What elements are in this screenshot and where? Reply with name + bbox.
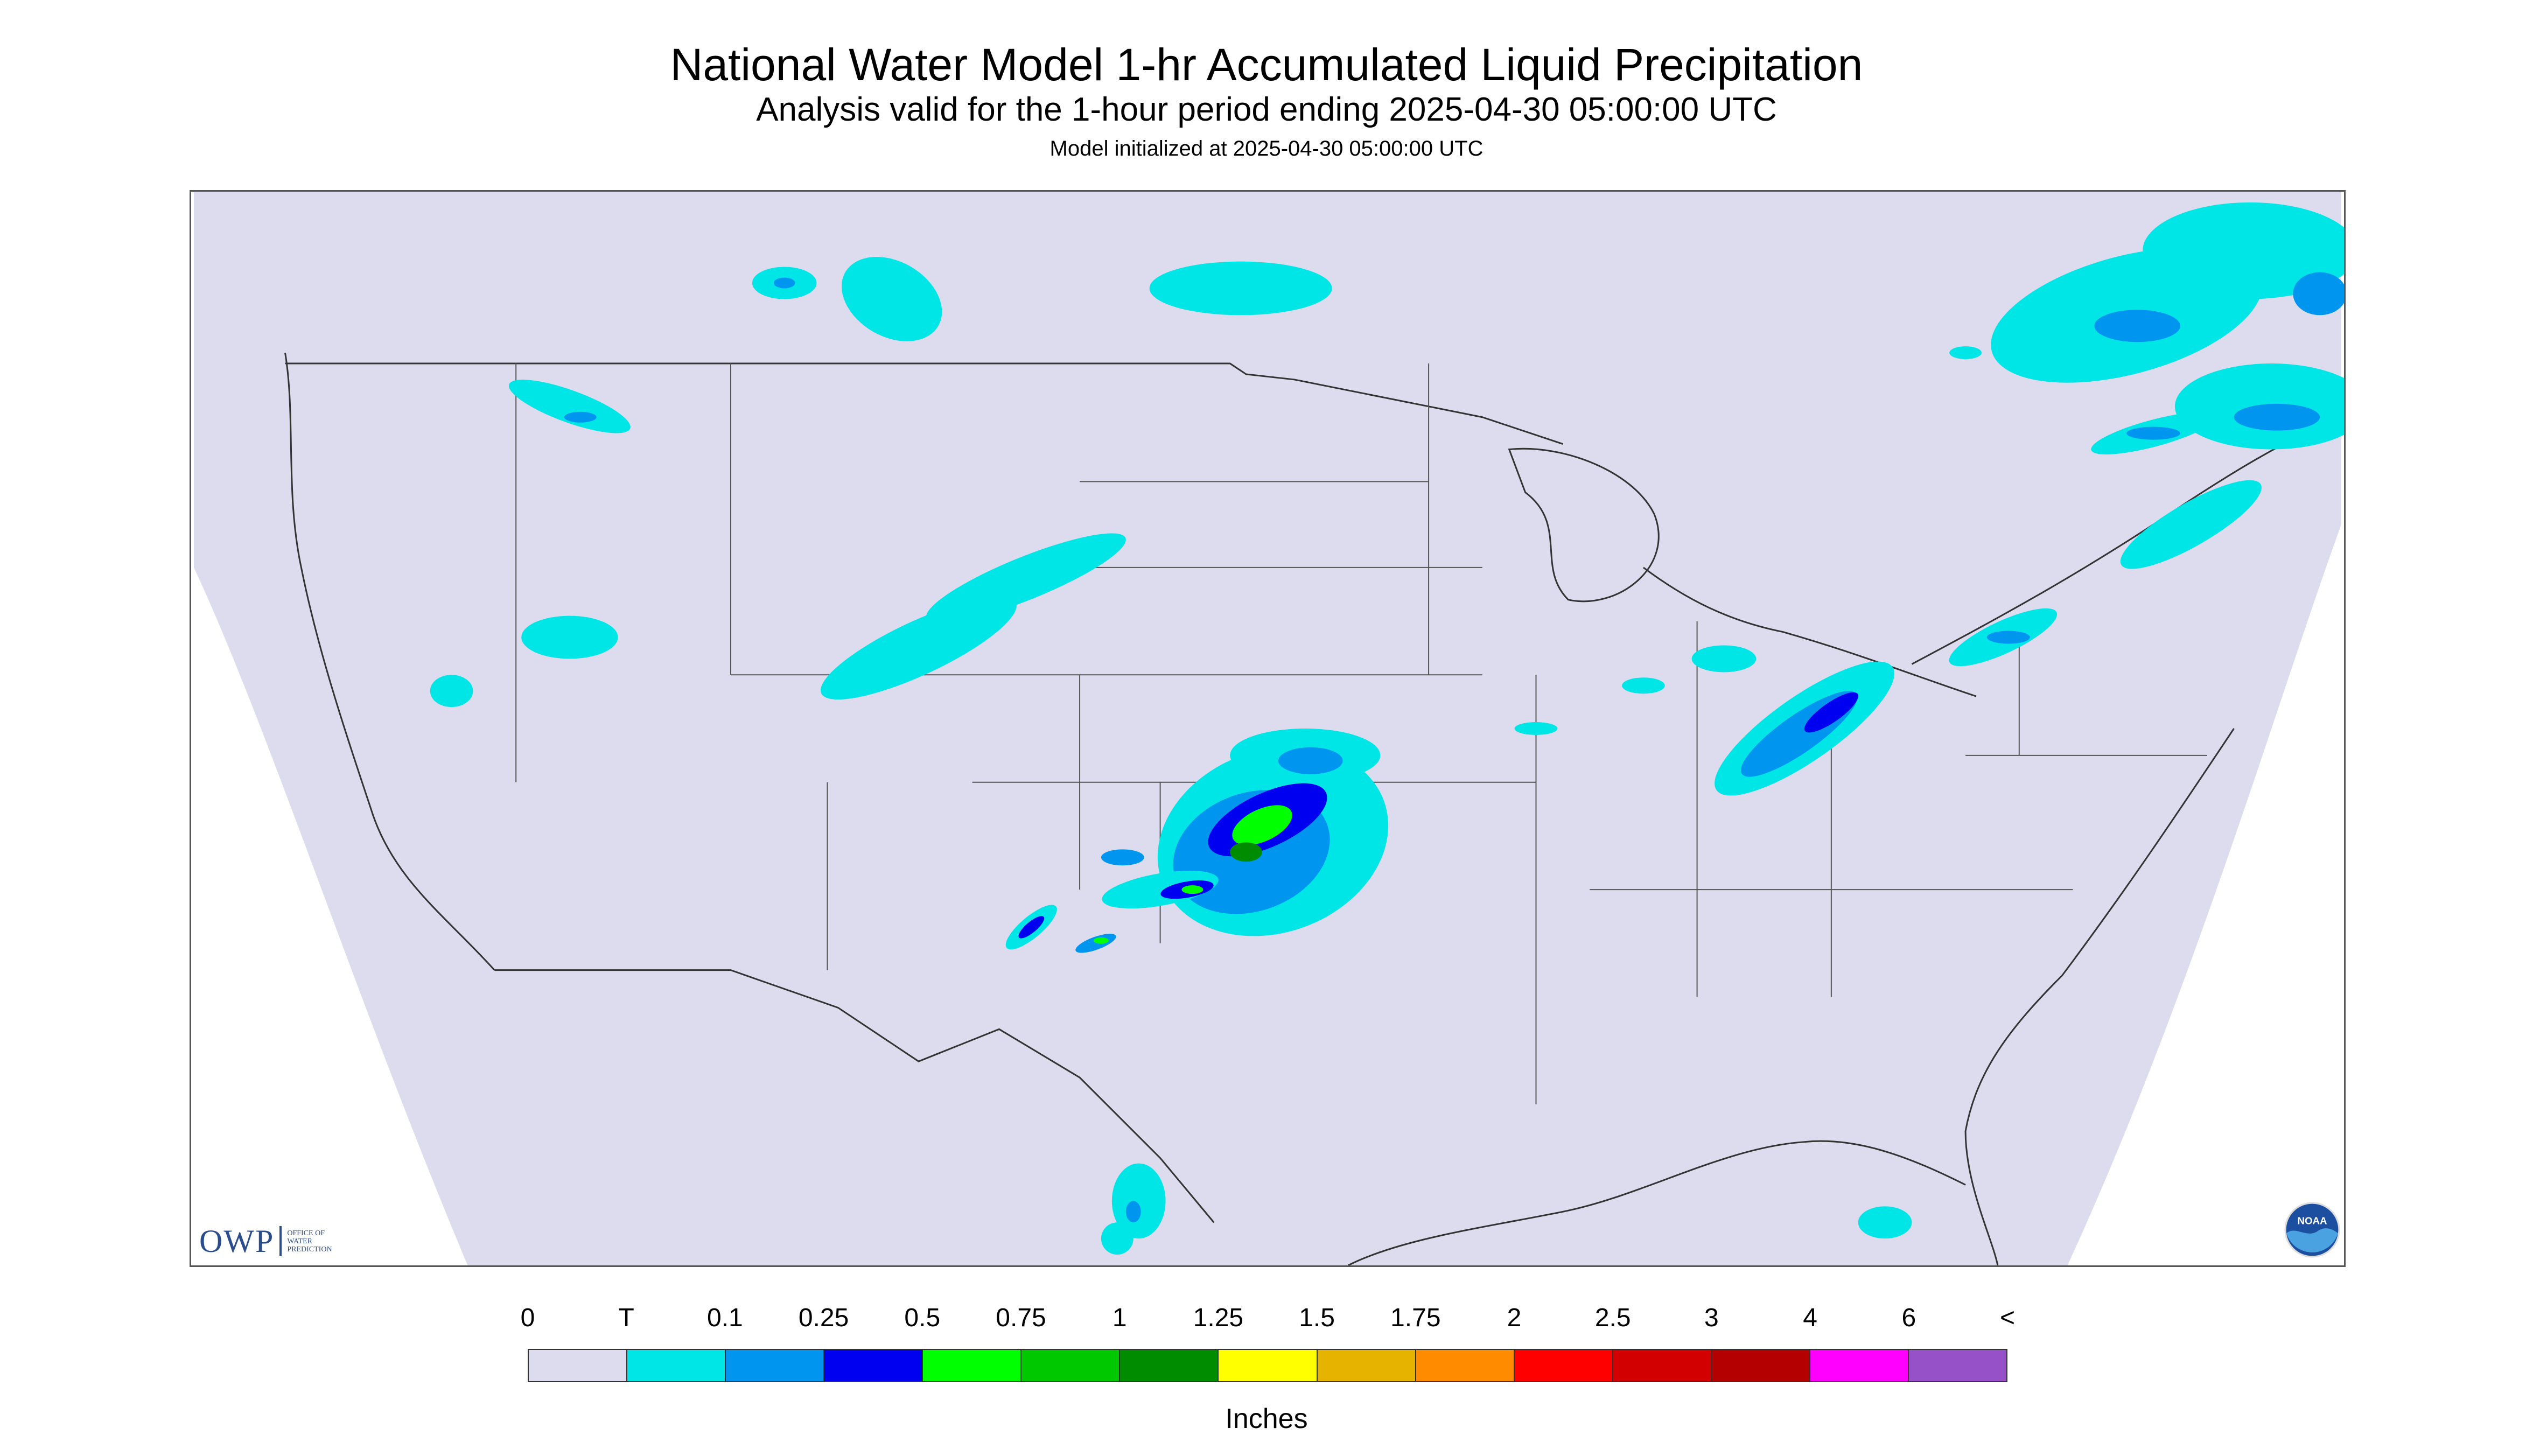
- state-borders: [515, 363, 2207, 1104]
- owp-logo: OWP OFFICE OF WATER PREDICTION: [199, 1222, 332, 1260]
- colorbar-swatch: [1416, 1350, 1515, 1381]
- colorbar-swatch: [1711, 1350, 1810, 1381]
- colorbar-swatch: [923, 1350, 1022, 1381]
- owp-logo-text: OWP: [199, 1223, 275, 1259]
- colorbar-swatch: [1219, 1350, 1318, 1381]
- precip-mid-atlantic: [1514, 645, 1894, 796]
- colorbar-tick-label: 0.5: [904, 1304, 941, 1332]
- precip-southern-plains: [1005, 729, 1389, 953]
- colorbar-swatch: [529, 1350, 628, 1381]
- colorbar-tick-label: 0.75: [996, 1304, 1046, 1332]
- colorbar-swatch: [1514, 1350, 1613, 1381]
- colorbar-tick-label: 2.5: [1594, 1304, 1631, 1332]
- colorbar-tick-label: 0.1: [707, 1304, 743, 1332]
- colorbar-swatch: [1613, 1350, 1712, 1381]
- colorbar-swatch: [1021, 1350, 1121, 1381]
- colorbar-swatch: [1317, 1350, 1416, 1381]
- map-svg: [194, 192, 2344, 1265]
- colorbar-tick-label: 3: [1704, 1304, 1719, 1332]
- colorbar-tick-label: 2: [1507, 1304, 1522, 1332]
- precip-northern-rockies: [430, 257, 1332, 708]
- map-subtitle: Analysis valid for the 1-hour period end…: [756, 91, 1777, 128]
- owp-logo-divider: [279, 1226, 282, 1256]
- colorbar-tick-label: 6: [1901, 1304, 1916, 1332]
- colorbar-swatch: [1810, 1350, 1909, 1381]
- colorbar-tick-label: 0: [520, 1304, 535, 1332]
- noaa-logo: NOAA: [2284, 1202, 2340, 1258]
- owp-logo-subtext: OFFICE OF WATER PREDICTION: [287, 1229, 332, 1254]
- precip-northeast-quebec: [1949, 202, 2344, 667]
- model-init-line: Model initialized at 2025-04-30 05:00:00…: [1049, 137, 1484, 160]
- colorbar-units: Inches: [1225, 1403, 1308, 1434]
- noaa-logo-text: NOAA: [2297, 1215, 2327, 1227]
- colorbar-tick-label: <: [1999, 1304, 2016, 1332]
- colorbar: [528, 1349, 2007, 1382]
- colorbar-tick-label: 1.75: [1390, 1304, 1441, 1332]
- colorbar-swatch: [1908, 1350, 2006, 1381]
- colorbar-swatch: [627, 1350, 726, 1381]
- map-title: National Water Model 1-hr Accumulated Li…: [670, 39, 1863, 90]
- colorbar-tick-label: 4: [1803, 1304, 1817, 1332]
- colorbar-tick-label: 0.25: [798, 1304, 849, 1332]
- colorbar-tick-label: 1: [1112, 1304, 1127, 1332]
- colorbar-tick-label: 1.5: [1299, 1304, 1335, 1332]
- precipitation-map: [190, 190, 2346, 1267]
- colorbar-swatch: [1120, 1350, 1219, 1381]
- precip-south-texas: [1101, 1163, 1912, 1255]
- colorbar-tick-label: T: [618, 1304, 634, 1332]
- colorbar-swatch: [726, 1350, 825, 1381]
- colorbar-tick-label: 1.25: [1193, 1304, 1244, 1332]
- colorbar-labels: 0 T 0.1 0.25 0.5 0.75 1 1.25 1.5 1.75 2 2.5 3 4 6 <: [0, 1303, 2533, 1335]
- colorbar-swatch: [824, 1350, 923, 1381]
